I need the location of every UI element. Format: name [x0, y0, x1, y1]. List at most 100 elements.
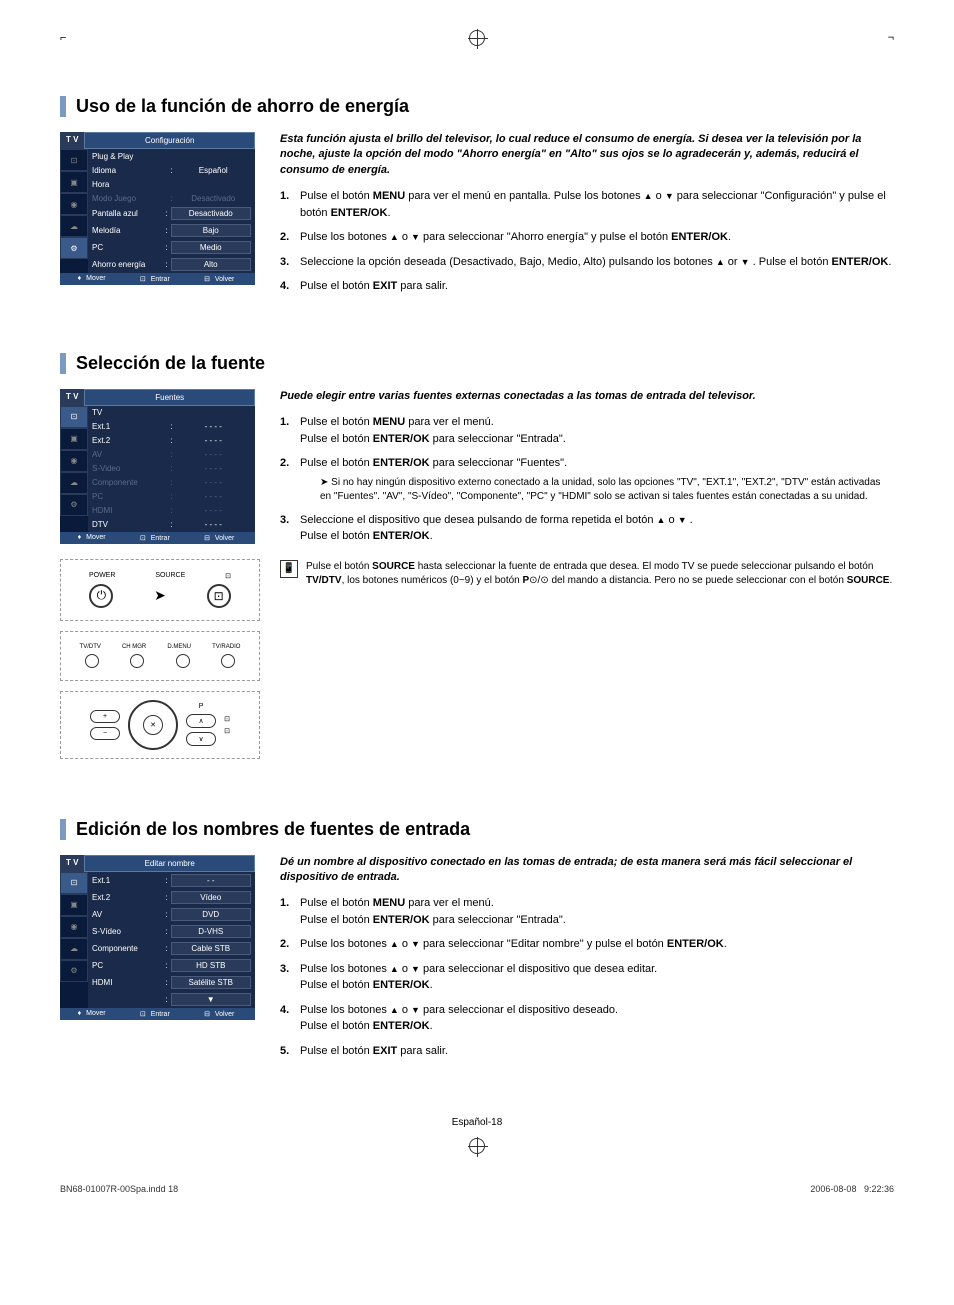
- osd-menu-row: Ahorro energía:Alto: [88, 256, 255, 273]
- step-item: 2.Pulse los botones ▲ o ▼ para seleccion…: [280, 936, 894, 953]
- osd-icon: ⊡: [60, 149, 88, 171]
- registration-mark-icon: [469, 1138, 485, 1154]
- osd-menu-row: DTV:- - - -: [88, 518, 255, 532]
- step-sub-note: Si no hay ningún dispositivo externo con…: [320, 476, 894, 504]
- osd-menu-row: PC:- - - -: [88, 490, 255, 504]
- osd-icon: ▣: [60, 894, 88, 916]
- osd-icon: ⊡: [60, 872, 88, 894]
- step-text: Pulse el botón ENTER/OK para seleccionar…: [300, 455, 894, 504]
- osd-menu-row: PC:HD STB: [88, 957, 255, 974]
- source-button-icon: ⊡: [207, 584, 231, 608]
- osd-menu-row: S-Vídeo:D-VHS: [88, 923, 255, 940]
- osd-icon: ◉: [60, 916, 88, 938]
- osd-menu-row: Hora: [88, 177, 255, 191]
- remote-diagram-mid: TV/DTVCH MGRD.MENUTV/RADIO: [60, 631, 260, 681]
- osd-menu-row: S-Video:- - - -: [88, 462, 255, 476]
- step-text: Pulse los botones ▲ o ▼ para seleccionar…: [300, 1002, 894, 1035]
- osd-menu-row: HDMI:- - - -: [88, 504, 255, 518]
- step-number: 5.: [280, 1043, 300, 1060]
- step-item: 2.Pulse el botón ENTER/OK para seleccion…: [280, 455, 894, 504]
- osd-icon: ☁: [60, 215, 88, 237]
- note-text: Pulse el botón SOURCE hasta seleccionar …: [306, 560, 894, 588]
- osd-menu-row: Ext.2:- - - -: [88, 434, 255, 448]
- remote-button-label: TV/DTV: [80, 644, 101, 650]
- step-text: Seleccione la opción deseada (Desactivad…: [300, 254, 894, 271]
- document-footer: BN68-01007R-00Spa.indd 18 2006-08-08 9:2…: [60, 1184, 894, 1194]
- steps-list: 1.Pulse el botón MENU para ver el menú.P…: [280, 414, 894, 545]
- remote-note-icon: 📱: [280, 560, 298, 578]
- osd-menu-row: Pantalla azul:Desactivado: [88, 205, 255, 222]
- osd-icon: ☁: [60, 938, 88, 960]
- p-down-icon: ∨: [186, 732, 216, 746]
- step-number: 3.: [280, 512, 300, 545]
- osd-sources-menu: T V Fuentes ⊡ ▣ ◉ ☁ ⚙ TVExt.1:- - - -Ext…: [60, 389, 255, 544]
- page-number: Español-18: [60, 1117, 894, 1128]
- osd-edit-name-menu: T V Editar nombre ⊡ ▣ ◉ ☁ ⚙ Ext.1:- -Ext…: [60, 855, 255, 1020]
- osd-footer-move: ♦ Mover: [75, 275, 112, 283]
- step-item: 2.Pulse los botones ▲ o ▼ para seleccion…: [280, 229, 894, 246]
- step-item: 3.Seleccione el dispositivo que desea pu…: [280, 512, 894, 545]
- remote-button-label: CH MGR: [122, 644, 146, 650]
- osd-sidebar-icons: ⊡ ▣ ◉ ☁ ⚙: [60, 149, 88, 273]
- osd-menu-row: Ext.1:- -: [88, 872, 255, 889]
- osd-menu-row: Ext.2:Vídeo: [88, 889, 255, 906]
- section-intro: Esta función ajusta el brillo del televi…: [280, 132, 894, 178]
- osd-icon: ☁: [60, 472, 88, 494]
- step-item: 4.Pulse los botones ▲ o ▼ para seleccion…: [280, 1002, 894, 1035]
- step-item: 3.Pulse los botones ▲ o ▼ para seleccion…: [280, 961, 894, 994]
- osd-icon: ⊡: [60, 406, 88, 428]
- osd-config-menu: T V Configuración ⊡ ▣ ◉ ☁ ⚙ Plug & PlayI…: [60, 132, 255, 285]
- section-energy-saving: Uso de la función de ahorro de energía T…: [60, 96, 894, 303]
- section-intro: Puede elegir entre varias fuentes extern…: [280, 389, 894, 404]
- section-title: Selección de la fuente: [60, 353, 894, 374]
- step-number: 3.: [280, 254, 300, 271]
- section-edit-names: Edición de los nombres de fuentes de ent…: [60, 819, 894, 1068]
- step-number: 4.: [280, 278, 300, 295]
- note-box: 📱 Pulse el botón SOURCE hasta selecciona…: [280, 560, 894, 588]
- power-button-icon: ⏻: [89, 584, 113, 608]
- osd-menu-row: Melodía:Bajo: [88, 222, 255, 239]
- remote-button-label: TV/RADIO: [212, 644, 240, 650]
- crop-marks-top: ⌐ ¬: [60, 30, 894, 46]
- osd-icon: ⚙: [60, 237, 88, 259]
- osd-menu-row: Componente:Cable STB: [88, 940, 255, 957]
- section-title: Edición de los nombres de fuentes de ent…: [60, 819, 894, 840]
- osd-menu-row: :▼: [88, 991, 255, 1008]
- step-number: 2.: [280, 936, 300, 953]
- remote-diagram-top: POWER SOURCE ⊡ ⏻ ➤ ⊡: [60, 559, 260, 621]
- dpad-icon: ✕: [128, 700, 178, 750]
- osd-icon: ◉: [60, 193, 88, 215]
- step-number: 2.: [280, 455, 300, 504]
- osd-menu-row: Ext.1:- - - -: [88, 420, 255, 434]
- osd-icon: ⚙: [60, 494, 88, 516]
- osd-menu-row: AV:DVD: [88, 906, 255, 923]
- step-number: 2.: [280, 229, 300, 246]
- p-up-icon: ∧: [186, 714, 216, 728]
- step-item: 1.Pulse el botón MENU para ver el menú.P…: [280, 414, 894, 447]
- section-title: Uso de la función de ahorro de energía: [60, 96, 894, 117]
- step-number: 3.: [280, 961, 300, 994]
- osd-sidebar-icons: ⊡ ▣ ◉ ☁ ⚙: [60, 406, 88, 532]
- file-name: BN68-01007R-00Spa.indd 18: [60, 1184, 178, 1194]
- step-text: Pulse el botón MENU para ver el menú.Pul…: [300, 895, 894, 928]
- step-text: Pulse los botones ▲ o ▼ para seleccionar…: [300, 961, 894, 994]
- steps-list: 1.Pulse el botón MENU para ver el menú e…: [280, 188, 894, 295]
- osd-menu-row: PC:Medio: [88, 239, 255, 256]
- osd-menu-row: TV: [88, 406, 255, 420]
- step-text: Pulse los botones ▲ o ▼ para seleccionar…: [300, 936, 894, 953]
- osd-menu-row: Idioma:Español: [88, 163, 255, 177]
- remote-diagram-dpad: +− ✕ P ∧ ∨ ⊡⊡: [60, 691, 260, 759]
- step-text: Seleccione el dispositivo que desea puls…: [300, 512, 894, 545]
- step-text: Pulse los botones ▲ o ▼ para seleccionar…: [300, 229, 894, 246]
- step-item: 4.Pulse el botón EXIT para salir.: [280, 278, 894, 295]
- osd-footer-enter: ⊡ Entrar: [137, 275, 176, 283]
- steps-list: 1.Pulse el botón MENU para ver el menú.P…: [280, 895, 894, 1059]
- step-number: 1.: [280, 895, 300, 928]
- osd-icon: ◉: [60, 450, 88, 472]
- step-text: Pulse el botón EXIT para salir.: [300, 278, 894, 295]
- osd-icon: ▣: [60, 428, 88, 450]
- step-text: Pulse el botón MENU para ver el menú.Pul…: [300, 414, 894, 447]
- osd-icon: ⚙: [60, 960, 88, 982]
- osd-menu-row: AV:- - - -: [88, 448, 255, 462]
- section-source-select: Selección de la fuente T V Fuentes ⊡ ▣ ◉…: [60, 353, 894, 769]
